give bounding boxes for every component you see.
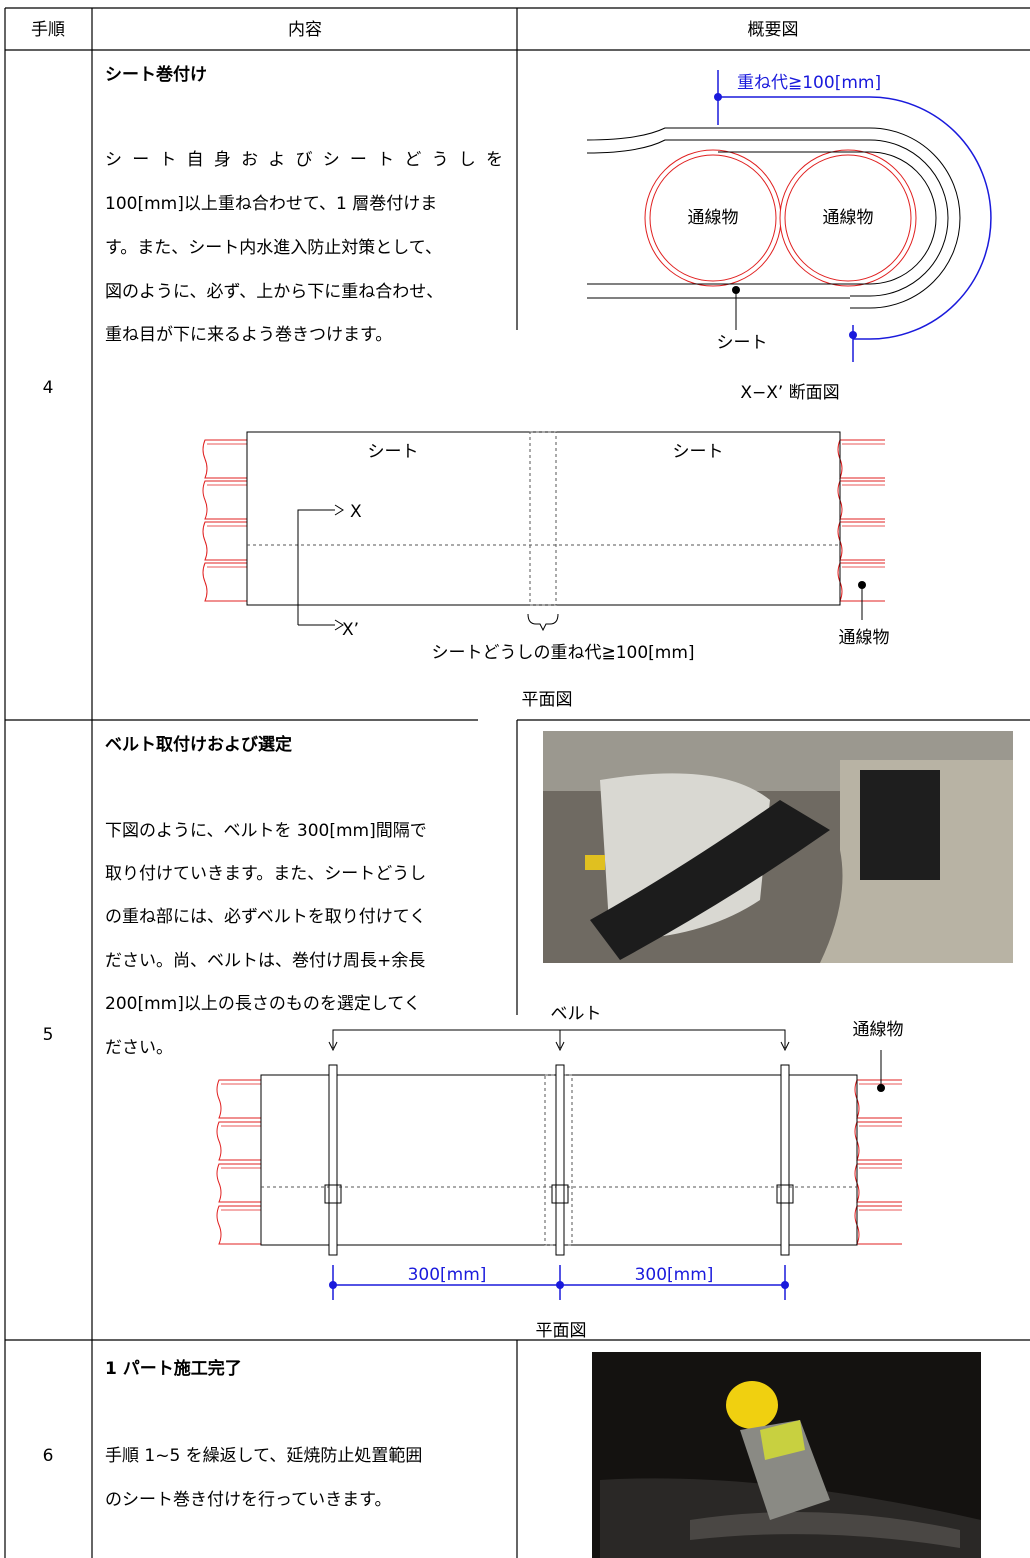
cable-stub <box>202 480 247 520</box>
body-line: 重ね目が下に来るよう巻きつけます。 <box>105 325 392 345</box>
photo <box>543 731 1013 963</box>
header-row <box>0 8 1030 50</box>
shape <box>586 139 949 297</box>
cable-stub <box>837 480 885 520</box>
cable-label: 通線物 <box>688 208 739 228</box>
body-line: ださい。尚、ベルトは、巻付け周長+余長 <box>105 951 425 971</box>
step-number: 5 <box>43 1025 54 1045</box>
shape <box>585 855 605 870</box>
cable-stub <box>216 1079 261 1119</box>
step-number: 4 <box>43 378 54 398</box>
overlap-label: 重ね代≧100[mm] <box>737 73 881 93</box>
belt-plan-diagram <box>216 1029 902 1300</box>
cable-stub <box>202 562 247 602</box>
body-line: 図のように、必ず、上から下に重ね合わせ、 <box>105 282 443 302</box>
sheet-label: シート <box>368 442 419 462</box>
cable-stub <box>216 1121 261 1161</box>
cable-stub <box>202 521 247 561</box>
cable-stub <box>202 439 247 479</box>
body-line: の重ね部には、必ずベルトを取り付けてく <box>105 907 426 927</box>
shape <box>726 1381 778 1429</box>
shape <box>216 1079 902 1245</box>
belt-label: ベルト <box>551 1004 602 1024</box>
shape <box>732 286 740 294</box>
shape <box>246 431 841 606</box>
shape <box>586 127 961 309</box>
spacing-label: 300[mm] <box>635 1265 714 1285</box>
cable-label: 通線物 <box>839 628 890 648</box>
step-number: 6 <box>43 1446 54 1466</box>
spacing-label: 300[mm] <box>408 1265 487 1285</box>
body-line: 下図のように、ベルトを 300[mm]間隔で <box>105 821 427 841</box>
plan-caption: 平面図 <box>536 1321 587 1341</box>
shape <box>527 613 559 632</box>
shape <box>760 1420 805 1460</box>
shape <box>590 800 830 960</box>
overlap-label: シートどうしの重ね代≧100[mm] <box>431 643 694 663</box>
step-heading: 1 パート施工完了 <box>105 1358 242 1379</box>
belt <box>555 1064 565 1256</box>
cable-stub <box>216 1205 261 1245</box>
shape <box>714 93 722 101</box>
photo <box>592 1352 981 1558</box>
body-line: ださい。 <box>105 1038 173 1058</box>
cable-label: 通線物 <box>853 1020 904 1040</box>
shape <box>587 151 937 285</box>
body-line: のシート巻き付けを行っていきます。 <box>105 1490 391 1510</box>
shape <box>649 154 777 282</box>
belt-buckle <box>776 1184 794 1204</box>
shape <box>529 431 557 606</box>
belt-buckle <box>324 1184 342 1204</box>
shape <box>877 1084 885 1092</box>
section-caption: X−X’ 断面図 <box>740 383 839 403</box>
table-grid <box>0 7 1030 1558</box>
sheet-label: シート <box>717 333 768 353</box>
header-cell: 内容 <box>288 20 322 40</box>
cable-stub <box>854 1205 902 1245</box>
body-line: 取り付けていきます。また、シートどうし <box>105 864 426 884</box>
shape <box>858 581 866 589</box>
shape <box>329 1281 337 1289</box>
shape <box>324 1064 794 1256</box>
cable-stub <box>854 1163 902 1203</box>
x-label: X’ <box>342 620 359 640</box>
plan-diagram <box>202 431 885 632</box>
body-line: シート自身およびシートどうしを <box>105 150 503 170</box>
shape <box>860 770 940 880</box>
body-line: 100[mm]以上重ね合わせて、1 層巻付けま <box>105 194 437 214</box>
cable-stub <box>837 521 885 561</box>
shape <box>328 1029 790 1052</box>
cable-label: 通線物 <box>823 208 874 228</box>
body-line: す。また、シート内水進入防止対策として、 <box>105 238 442 258</box>
x-label: X <box>350 502 362 522</box>
shape <box>202 439 885 602</box>
step-heading: シート巻付け <box>105 64 207 85</box>
cable-stub <box>854 1121 902 1161</box>
shape <box>556 1281 564 1289</box>
plan-caption: 平面図 <box>522 690 573 710</box>
cable-stub <box>216 1163 261 1203</box>
header-cell: 手順 <box>31 20 65 40</box>
belt <box>328 1064 338 1256</box>
shape <box>849 331 857 339</box>
step-heading: ベルト取付けおよび選定 <box>105 734 292 755</box>
cross-section-diagram <box>586 70 992 362</box>
body-line: 200[mm]以上の長さのものを選定してく <box>105 994 421 1014</box>
belt-buckle <box>551 1184 569 1204</box>
shape <box>781 1281 789 1289</box>
shape <box>297 504 344 631</box>
belt <box>780 1064 790 1256</box>
shape <box>690 1512 960 1548</box>
header-cell: 概要図 <box>748 20 799 40</box>
body-line: 手順 1~5 を繰返して、延焼防止処置範囲 <box>105 1446 422 1466</box>
sheet-label: シート <box>673 442 724 462</box>
cable-stub <box>837 439 885 479</box>
shape <box>784 154 912 282</box>
